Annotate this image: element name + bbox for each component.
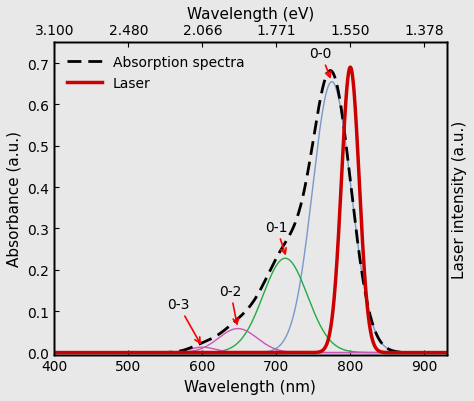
- Laser: [444, 350, 449, 355]
- X-axis label: Wavelength (nm): Wavelength (nm): [184, 379, 316, 394]
- Absorption spectra: [283, 239, 289, 243]
- Line: Absorption spectra: Absorption spectra: [55, 71, 447, 353]
- Text: 0-0: 0-0: [310, 47, 332, 78]
- Laser: [347, 66, 353, 71]
- Laser: [193, 350, 199, 355]
- Text: 0-3: 0-3: [167, 297, 200, 343]
- Absorption spectra: [301, 192, 306, 196]
- Absorption spectra: [444, 350, 449, 355]
- Y-axis label: Laser intensity (a.u.): Laser intensity (a.u.): [452, 120, 467, 278]
- Absorption spectra: [342, 135, 348, 140]
- Legend: Absorption spectra, Laser: Absorption spectra, Laser: [61, 50, 250, 96]
- Text: 0-1: 0-1: [265, 220, 288, 254]
- Laser: [283, 350, 289, 355]
- Absorption spectra: [363, 295, 369, 300]
- Laser: [52, 350, 57, 355]
- Y-axis label: Absorbance (a.u.): Absorbance (a.u.): [7, 131, 22, 267]
- Laser: [71, 350, 77, 355]
- X-axis label: Wavelength (eV): Wavelength (eV): [187, 7, 314, 22]
- Absorption spectra: [52, 350, 57, 355]
- Absorption spectra: [71, 350, 77, 355]
- Text: 0-2: 0-2: [219, 284, 242, 324]
- Line: Laser: Laser: [55, 68, 447, 353]
- Absorption spectra: [193, 343, 199, 348]
- Laser: [363, 291, 369, 296]
- Laser: [301, 350, 306, 355]
- Laser: [342, 111, 348, 116]
- Absorption spectra: [328, 69, 333, 74]
